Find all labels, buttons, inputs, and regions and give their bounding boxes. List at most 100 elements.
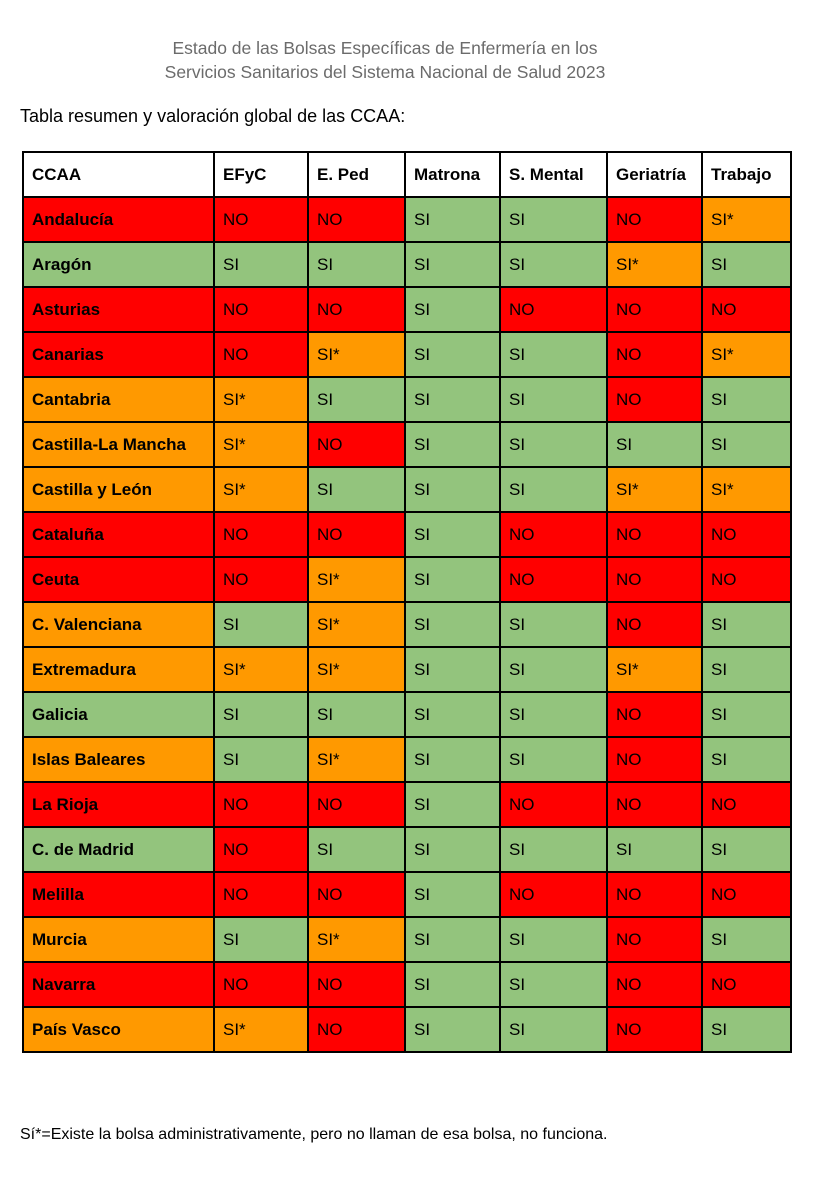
trabajo-cell: SI <box>701 241 792 288</box>
table-row: C. de Madrid NO SI SI SI SI SI <box>22 826 792 873</box>
table-row: Extremadura SI* SI* SI SI SI* SI <box>22 646 792 693</box>
trabajo-cell: NO <box>701 781 792 828</box>
geriatria-cell: SI* <box>606 241 703 288</box>
trabajo-cell: SI <box>701 736 792 783</box>
matrona-cell: SI <box>404 691 501 738</box>
region-name-cell: Islas Baleares <box>22 736 215 783</box>
geriatria-cell: SI* <box>606 646 703 693</box>
s-mental-cell: SI <box>499 376 608 423</box>
region-name-cell: Cantabria <box>22 376 215 423</box>
trabajo-cell: SI <box>701 826 792 873</box>
s-mental-cell: NO <box>499 871 608 918</box>
geriatria-cell: NO <box>606 511 703 558</box>
trabajo-cell: SI <box>701 916 792 963</box>
header-matrona: Matrona <box>404 151 501 198</box>
table-row: Galicia SI SI SI SI NO SI <box>22 691 792 738</box>
e-ped-cell: SI* <box>307 601 406 648</box>
matrona-cell: SI <box>404 601 501 648</box>
trabajo-cell: SI* <box>701 466 792 513</box>
efyc-cell: SI <box>213 736 309 783</box>
trabajo-cell: NO <box>701 286 792 333</box>
s-mental-cell: NO <box>499 511 608 558</box>
region-name-cell: Melilla <box>22 871 215 918</box>
table-header-row: CCAA EFyC E. Ped Matrona S. Mental Geria… <box>22 151 792 198</box>
s-mental-cell: SI <box>499 916 608 963</box>
s-mental-cell: SI <box>499 826 608 873</box>
table-row: Aragón SI SI SI SI SI* SI <box>22 241 792 288</box>
geriatria-cell: NO <box>606 331 703 378</box>
e-ped-cell: SI* <box>307 556 406 603</box>
matrona-cell: SI <box>404 421 501 468</box>
matrona-cell: SI <box>404 241 501 288</box>
s-mental-cell: SI <box>499 241 608 288</box>
region-name-cell: Asturias <box>22 286 215 333</box>
s-mental-cell: SI <box>499 646 608 693</box>
e-ped-cell: SI <box>307 691 406 738</box>
geriatria-cell: NO <box>606 1006 703 1053</box>
header-geriatria: Geriatría <box>606 151 703 198</box>
s-mental-cell: NO <box>499 781 608 828</box>
e-ped-cell: SI <box>307 826 406 873</box>
trabajo-cell: SI <box>701 691 792 738</box>
e-ped-cell: NO <box>307 961 406 1008</box>
geriatria-cell: NO <box>606 691 703 738</box>
s-mental-cell: SI <box>499 1006 608 1053</box>
e-ped-cell: NO <box>307 421 406 468</box>
efyc-cell: SI* <box>213 466 309 513</box>
s-mental-cell: SI <box>499 421 608 468</box>
region-name-cell: C. de Madrid <box>22 826 215 873</box>
s-mental-cell: SI <box>499 601 608 648</box>
efyc-cell: SI* <box>213 1006 309 1053</box>
geriatria-cell: NO <box>606 871 703 918</box>
table-row: Ceuta NO SI* SI NO NO NO <box>22 556 792 603</box>
region-name-cell: Galicia <box>22 691 215 738</box>
region-name-cell: País Vasco <box>22 1006 215 1053</box>
region-name-cell: La Rioja <box>22 781 215 828</box>
e-ped-cell: NO <box>307 781 406 828</box>
region-name-cell: Cataluña <box>22 511 215 558</box>
trabajo-cell: NO <box>701 871 792 918</box>
s-mental-cell: SI <box>499 736 608 783</box>
e-ped-cell: NO <box>307 1006 406 1053</box>
matrona-cell: SI <box>404 961 501 1008</box>
table-row: Murcia SI SI* SI SI NO SI <box>22 916 792 963</box>
table-row: Andalucía NO NO SI SI NO SI* <box>22 196 792 243</box>
region-name-cell: Navarra <box>22 961 215 1008</box>
matrona-cell: SI <box>404 556 501 603</box>
matrona-cell: SI <box>404 196 501 243</box>
header-trabajo: Trabajo <box>701 151 792 198</box>
table-caption: Tabla resumen y valoración global de las… <box>20 106 406 126</box>
trabajo-cell: SI <box>701 646 792 693</box>
trabajo-cell: NO <box>701 511 792 558</box>
region-name-cell: Canarias <box>22 331 215 378</box>
s-mental-cell: NO <box>499 556 608 603</box>
efyc-cell: NO <box>213 511 309 558</box>
trabajo-cell: SI <box>701 421 792 468</box>
trabajo-cell: NO <box>701 961 792 1008</box>
table-row: País Vasco SI* NO SI SI NO SI <box>22 1006 792 1053</box>
geriatria-cell: NO <box>606 556 703 603</box>
geriatria-cell: NO <box>606 916 703 963</box>
geriatria-cell: SI <box>606 826 703 873</box>
e-ped-cell: NO <box>307 196 406 243</box>
efyc-cell: NO <box>213 196 309 243</box>
table-row: C. Valenciana SI SI* SI SI NO SI <box>22 601 792 648</box>
efyc-cell: NO <box>213 871 309 918</box>
geriatria-cell: NO <box>606 601 703 648</box>
table-body: Andalucía NO NO SI SI NO SI* Aragón SI SI SI SI SI* S… <box>22 196 792 1053</box>
header-e-ped: E. Ped <box>307 151 406 198</box>
geriatria-cell: NO <box>606 376 703 423</box>
table-row: Islas Baleares SI SI* SI SI NO SI <box>22 736 792 783</box>
table-row: Asturias NO NO SI NO NO NO <box>22 286 792 333</box>
efyc-cell: SI* <box>213 421 309 468</box>
region-name-cell: C. Valenciana <box>22 601 215 648</box>
matrona-cell: SI <box>404 331 501 378</box>
document-title-line-2: Servicios Sanitarios del Sistema Naciona… <box>164 62 606 82</box>
matrona-cell: SI <box>404 511 501 558</box>
trabajo-cell: SI <box>701 1006 792 1053</box>
region-name-cell: Aragón <box>22 241 215 288</box>
matrona-cell: SI <box>404 826 501 873</box>
efyc-cell: SI <box>213 241 309 288</box>
efyc-cell: NO <box>213 331 309 378</box>
table-row: Cantabria SI* SI SI SI NO SI <box>22 376 792 423</box>
